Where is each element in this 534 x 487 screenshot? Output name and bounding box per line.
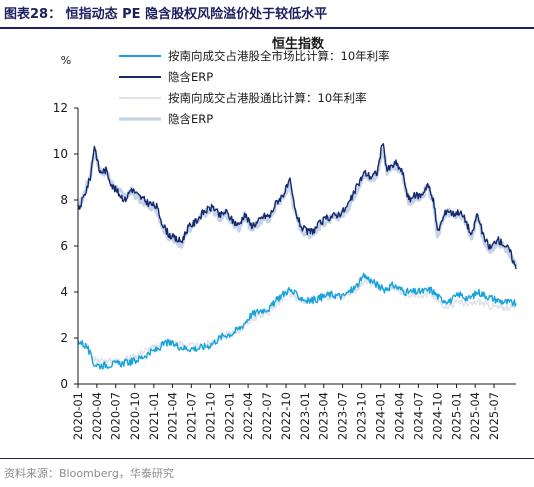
- x-tick-label: 2022-07: [260, 392, 274, 440]
- legend-label-2: 隐含ERP: [168, 70, 213, 84]
- y-tick-label: 2: [60, 331, 68, 345]
- x-tick-label: 2022-04: [241, 392, 255, 440]
- x-tick-label: 2025-01: [450, 392, 464, 440]
- series-line-4: [76, 147, 518, 268]
- x-tick-label: 2020-07: [109, 392, 123, 440]
- x-tick-label: 2020-10: [128, 392, 142, 440]
- x-tick-label: 2021-07: [184, 392, 198, 440]
- x-tick-label: 2024-04: [393, 392, 407, 440]
- erp-line-chart: 恒生指数 % 按南向成交占港股全市场比计算：10年利率隐含ERP按南向成交占港股…: [53, 36, 518, 440]
- y-tick-label: 10: [53, 147, 68, 161]
- chart-title: 恒生指数: [272, 36, 325, 52]
- x-tick-label: 2023-10: [355, 392, 369, 440]
- x-tick-label: 2023-07: [336, 392, 350, 440]
- source-note: 资料来源：Bloomberg，华泰研究: [4, 467, 174, 480]
- y-tick-label: 12: [53, 101, 68, 115]
- footer-divider: [0, 458, 534, 459]
- legend-label-3: 按南向成交占港股通比计算：10年利率: [168, 91, 367, 105]
- x-tick-label: 2022-10: [279, 392, 293, 440]
- y-tick-label: 8: [60, 193, 68, 207]
- x-tick-label: 2020-04: [90, 392, 104, 440]
- legend-label-1: 按南向成交占港股全市场比计算：10年利率: [168, 49, 390, 63]
- series-layer: [76, 143, 518, 370]
- x-tick-label: 2023-01: [298, 392, 312, 440]
- x-tick-label: 2020-01: [71, 392, 85, 440]
- y-tick-label: 4: [60, 285, 68, 299]
- y-tick-label: 0: [60, 377, 68, 391]
- x-tick-label: 2025-04: [468, 392, 482, 440]
- axes: 0 2 4 6 8 10 12 2020-01 2020-04 2020-07 2020-10 202…: [53, 101, 516, 440]
- x-tick-label: 2024-01: [374, 392, 388, 440]
- x-tick-label: 2024-07: [411, 392, 425, 440]
- figure-title: 图表28： 恒指动态 PE 隐含股权风险溢价处于较低水平: [4, 7, 328, 22]
- series-line-3: [77, 276, 517, 365]
- series-line-1: [77, 272, 517, 370]
- x-tick-label: 2023-04: [317, 392, 331, 440]
- x-tick-label: 2021-10: [203, 392, 217, 440]
- title-divider: [0, 27, 534, 29]
- series-line-2: [77, 143, 517, 270]
- x-tick-label: 2025-07: [487, 392, 501, 440]
- x-tick-label: 2022-01: [222, 392, 236, 440]
- x-tick-label: 2021-04: [165, 392, 179, 440]
- legend-label-4: 隐含ERP: [168, 112, 213, 126]
- y-axis-unit-label: %: [61, 54, 71, 67]
- x-tick-label: 2024-10: [430, 392, 444, 440]
- x-tick-label: 2021-01: [147, 392, 161, 440]
- y-tick-label: 6: [60, 239, 68, 253]
